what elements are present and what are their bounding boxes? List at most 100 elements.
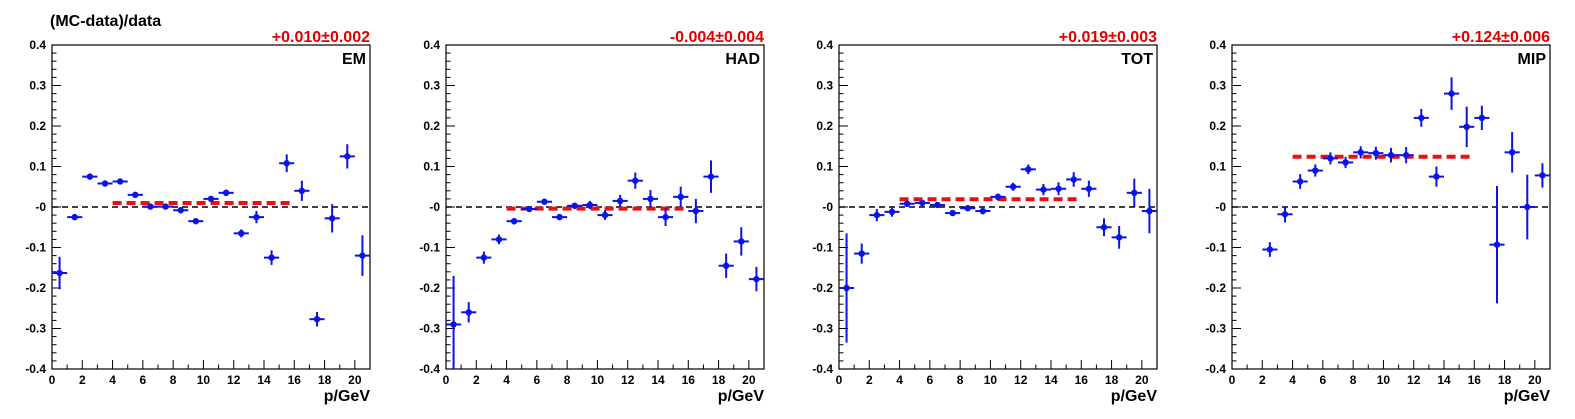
panel-label: MIP	[1518, 51, 1547, 68]
marker	[1085, 185, 1093, 192]
data-point	[1126, 178, 1142, 207]
data-point	[612, 194, 628, 207]
data-point	[203, 195, 219, 203]
data-point	[703, 160, 719, 193]
y-tick-label: -0.2	[25, 281, 46, 295]
data-point	[1534, 163, 1550, 188]
x-tick-label: 2	[866, 373, 873, 387]
marker	[268, 254, 275, 261]
data-point	[975, 207, 991, 215]
x-tick-label: 2	[473, 373, 480, 387]
data-point	[1020, 164, 1036, 175]
data-point	[899, 200, 915, 207]
marker	[1025, 166, 1032, 173]
data-point	[567, 202, 583, 210]
data-point	[552, 213, 568, 221]
y-tick-label: -0	[429, 200, 440, 214]
x-tick-label: 12	[1014, 373, 1028, 387]
x-tick-label: 4	[1289, 373, 1296, 387]
y-tick-label: -0.1	[1205, 241, 1226, 255]
marker	[1418, 114, 1425, 122]
panel-label: EM	[342, 51, 366, 68]
x-axis-title: p/GeV	[1111, 388, 1158, 405]
data-point	[627, 172, 643, 189]
x-tick-label: 6	[1320, 373, 1327, 387]
data-point	[1262, 242, 1278, 257]
marker	[541, 198, 548, 205]
marker	[1131, 189, 1138, 197]
data-point	[718, 253, 734, 278]
marker	[510, 217, 518, 225]
data-point	[658, 208, 674, 227]
data-point	[127, 191, 143, 199]
y-tick-label: -0	[822, 200, 833, 214]
data-point	[1066, 172, 1082, 187]
marker	[964, 205, 971, 212]
data-point	[1111, 226, 1127, 249]
marker	[586, 201, 594, 209]
fit-result-label: +0.019±0.003	[1059, 29, 1157, 46]
y-tick-label: -0.1	[812, 241, 833, 255]
data-point	[158, 203, 174, 210]
y-tick-label: 0.1	[29, 160, 46, 174]
data-point	[1368, 146, 1384, 160]
data-point	[1051, 182, 1067, 196]
marker	[1478, 114, 1486, 122]
marker	[1312, 167, 1319, 174]
marker	[116, 178, 124, 185]
data-point	[309, 311, 325, 327]
marker	[359, 252, 366, 259]
data-point	[1322, 152, 1338, 165]
y-tick-label: -0.3	[419, 322, 440, 336]
x-tick-label: 6	[927, 373, 934, 387]
x-tick-label: 0	[443, 373, 450, 387]
x-tick-label: 18	[1105, 373, 1119, 387]
panel-tot: -0.4 -0.3 -0.2 -0.1 -0 0.1 0.2 0.3 0.4 0 2 4 6 8 10 12 1…	[812, 29, 1158, 405]
data-point	[248, 211, 264, 224]
data-point	[854, 243, 870, 264]
x-axis-title: p/GeV	[718, 388, 765, 405]
x-axis-title: p/GeV	[1504, 388, 1551, 405]
data-point	[188, 217, 204, 225]
x-tick-label: 16	[682, 373, 696, 387]
fit-result-label: +0.010±0.002	[272, 29, 370, 46]
y-tick-label: 0.3	[29, 79, 46, 93]
x-tick-label: 14	[1437, 373, 1451, 387]
y-tick-label: -0.2	[1205, 281, 1226, 295]
marker	[1009, 183, 1017, 190]
data-point	[354, 235, 370, 276]
y-tick-label: 0.3	[1209, 79, 1226, 93]
x-tick-label: 14	[257, 373, 271, 387]
y-tick-label: -0	[35, 200, 46, 214]
data-point	[82, 173, 98, 180]
data-point	[1413, 108, 1429, 127]
marker	[1100, 224, 1108, 231]
data-point	[733, 227, 749, 256]
x-tick-label: 4	[109, 373, 116, 387]
data-point	[1444, 77, 1460, 110]
y-tick-label: 0.2	[1209, 119, 1226, 133]
x-tick-label: 18	[318, 373, 332, 387]
marker	[1070, 176, 1077, 183]
y-tick-label: -0.2	[812, 281, 833, 295]
marker	[949, 209, 956, 217]
data-point	[521, 205, 537, 213]
x-tick-label: 2	[79, 373, 86, 387]
marker	[571, 202, 578, 209]
marker	[843, 284, 850, 292]
marker	[177, 207, 184, 214]
x-tick-label: 18	[1498, 373, 1512, 387]
y-tick-label: -0.1	[419, 241, 440, 255]
marker	[616, 197, 624, 205]
data-point	[1277, 206, 1293, 223]
marker	[1296, 178, 1304, 185]
marker	[677, 193, 684, 201]
marker	[1402, 151, 1410, 159]
y-tick-label: -0	[1215, 200, 1226, 214]
marker	[526, 205, 533, 213]
data-point	[582, 200, 598, 210]
data-point	[1459, 106, 1475, 148]
y-tick-label: 0.1	[1209, 160, 1226, 174]
y-tick-label: -0.4	[812, 362, 833, 376]
marker	[1493, 241, 1501, 248]
